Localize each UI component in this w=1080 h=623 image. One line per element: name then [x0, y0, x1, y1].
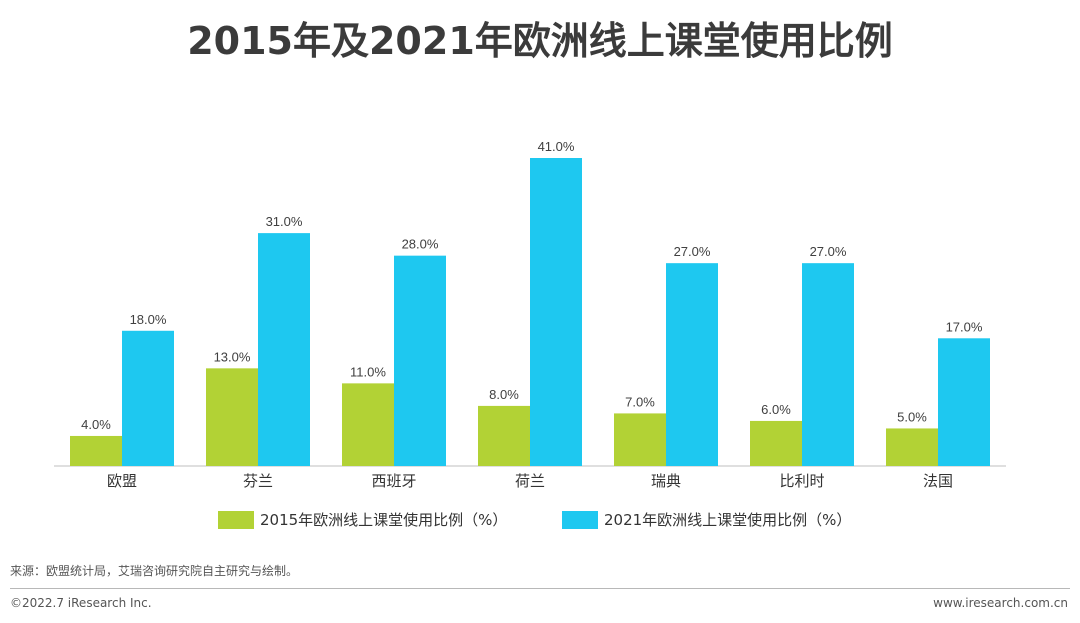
data-label-2021-0: 18.0%	[130, 312, 167, 327]
bar-2015-6	[886, 428, 938, 466]
x-tick-label-0: 欧盟	[107, 472, 137, 490]
x-tick-label-3: 荷兰	[515, 472, 545, 490]
bar-2021-0	[122, 330, 174, 466]
data-label-2015-0: 4.0%	[81, 417, 111, 432]
legend-swatch-2021	[562, 510, 598, 529]
bar-2021-4	[666, 263, 718, 466]
data-label-2015-6: 5.0%	[897, 409, 927, 424]
x-tick-label-4: 瑞典	[651, 472, 681, 490]
copyright: ©2022.7 iResearch Inc.	[10, 596, 152, 610]
legend-item-2015: 2015年欧洲线上课堂使用比例（%）	[218, 509, 507, 530]
legend-label-2015: 2015年欧洲线上课堂使用比例（%）	[260, 511, 508, 529]
data-label-2021-5: 27.0%	[810, 244, 847, 259]
data-label-2015-4: 7.0%	[625, 394, 655, 409]
data-label-2015-2: 11.0%	[350, 364, 386, 379]
bar-2021-3	[530, 158, 582, 466]
legend-swatch-2015	[218, 510, 254, 529]
legend-label-2021: 2021年欧洲线上课堂使用比例（%）	[604, 511, 852, 529]
bar-2015-0	[70, 435, 122, 466]
legend-item-2021: 2021年欧洲线上课堂使用比例（%）	[562, 509, 851, 530]
data-label-2021-3: 41.0%	[538, 139, 575, 154]
website-link[interactable]: www.iresearch.com.cn	[933, 596, 1068, 610]
source-note: 来源：欧盟统计局，艾瑞咨询研究院自主研究与绘制。	[10, 564, 299, 578]
data-label-2015-5: 6.0%	[761, 402, 791, 417]
data-label-2015-3: 8.0%	[489, 387, 519, 402]
data-label-2021-4: 27.0%	[674, 244, 711, 259]
bar-2015-1	[206, 368, 258, 466]
bar-chart: 4.0% 18.0% 欧盟 13.0% 31.0% 芬兰 11.0% 28.0% 西班牙 8.0%…	[54, 139, 1006, 490]
data-label-2015-1: 13.0%	[214, 349, 251, 364]
chart-title: 2015年及2021年欧洲线上课堂使用比例	[187, 19, 893, 63]
bar-2021-2	[394, 255, 446, 466]
x-tick-label-1: 芬兰	[243, 472, 273, 490]
data-label-2021-6: 17.0%	[946, 319, 983, 334]
legend: 2015年欧洲线上课堂使用比例（%） 2021年欧洲线上课堂使用比例（%）	[0, 509, 1080, 531]
bar-2021-1	[258, 233, 310, 466]
footer-divider	[10, 588, 1070, 589]
data-label-2021-2: 28.0%	[402, 237, 439, 252]
bar-2015-2	[342, 383, 394, 466]
bar-2015-5	[750, 420, 802, 466]
bar-2015-4	[614, 413, 666, 466]
x-tick-label-2: 西班牙	[371, 472, 416, 490]
data-label-2021-1: 31.0%	[266, 214, 303, 229]
bar-2021-5	[802, 263, 854, 466]
x-tick-label-6: 法国	[923, 472, 953, 490]
x-tick-label-5: 比利时	[779, 472, 824, 490]
bar-2015-3	[478, 405, 530, 466]
bar-2021-6	[938, 338, 990, 466]
